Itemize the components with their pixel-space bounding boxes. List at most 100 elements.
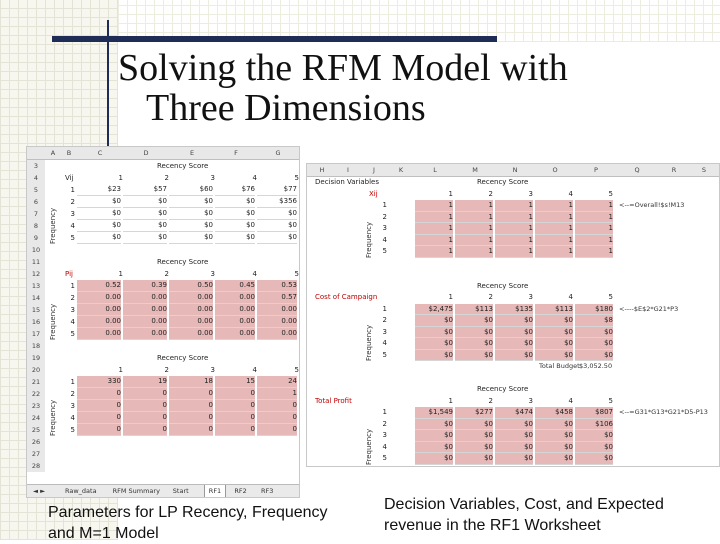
block2-cell: 0.53: [257, 280, 297, 292]
block2-cell: 0.00: [123, 304, 167, 316]
block3-cell: 1: [257, 388, 297, 400]
block3-col-label: 2: [164, 366, 169, 374]
decision-cell: 1: [575, 200, 613, 212]
block3-col-label: 1: [118, 366, 123, 374]
block1-col-label: 4: [252, 174, 257, 182]
block1-row-label: 1: [70, 186, 75, 194]
cost-cell: $0: [455, 315, 493, 327]
block2-col-label: 2: [164, 270, 169, 278]
block1-corner-label: Vij: [65, 174, 74, 182]
block1-cell: $0: [77, 232, 121, 244]
profit-cell: $0: [575, 441, 613, 453]
decision-cell: 1: [535, 234, 573, 246]
block1-axis-label: Frequency: [49, 207, 57, 244]
cost-cell: $0: [535, 326, 573, 338]
profit-cell: $0: [415, 441, 453, 453]
row-number: 26: [27, 436, 45, 448]
block2-row-label: 3: [70, 306, 75, 314]
caption-left: Parameters for LP Recency, Frequency and…: [48, 504, 328, 542]
profit-cell: $0: [495, 453, 533, 465]
column-header-N: N: [512, 166, 518, 174]
row-number: 20: [27, 364, 45, 376]
profit-row-label: 3: [382, 431, 387, 439]
profit-col-label: 3: [528, 396, 533, 405]
cost-cell: $0: [495, 326, 533, 338]
block2-cell: 0.39: [123, 280, 167, 292]
block1-cell: $0: [215, 220, 255, 232]
block3-cell: 0: [77, 400, 121, 412]
decision-header-label: Recency Score: [477, 178, 529, 186]
block3-cell: 0: [169, 412, 213, 424]
decision-col-label: 2: [488, 189, 493, 198]
block2-cell: 0.00: [123, 292, 167, 304]
profit-cell: $0: [415, 430, 453, 442]
block3-cell: 0: [77, 388, 121, 400]
cost-cell: $0: [455, 326, 493, 338]
profit-cell: $807: [575, 407, 613, 419]
profit-row-label: 1: [382, 408, 387, 416]
sheet-tab[interactable]: RF2: [234, 487, 247, 495]
block3-col-label: 3: [210, 366, 215, 374]
block3-col-label: 5: [294, 366, 299, 374]
block2-cell: 0.00: [77, 328, 121, 340]
block1-cell: $0: [169, 232, 213, 244]
decision-axis-label: Frequency: [365, 221, 373, 258]
block3-cell: 0: [77, 424, 121, 436]
block1-cell: $0: [257, 232, 297, 244]
sheet-tab[interactable]: RF3: [261, 487, 274, 495]
decision-row-label: 4: [382, 235, 387, 244]
block2-cell: 0.57: [257, 292, 297, 304]
block1-header-label: Recency Score: [157, 162, 209, 170]
total-budget-label: Total Budget: [539, 362, 580, 370]
row-number: 3: [27, 160, 45, 172]
cost-cell: $0: [535, 338, 573, 350]
cost-cell: $0: [415, 315, 453, 327]
block2-cell: 0.00: [77, 304, 121, 316]
slide-title: Solving the RFM Model with Three Dimensi…: [118, 48, 678, 128]
profit-cell: $0: [455, 418, 493, 430]
profit-axis-label: Frequency: [365, 428, 373, 465]
row-number: 5: [27, 184, 45, 196]
row-number: 27: [27, 448, 45, 460]
decision-col-label: 5: [608, 189, 613, 198]
sheet-tab[interactable]: RFM Summary: [112, 487, 160, 495]
decision-col-label: 1: [448, 189, 453, 198]
column-header-O: O: [552, 166, 558, 174]
block2-cell: 0.00: [169, 292, 213, 304]
decision-cell: 1: [575, 234, 613, 246]
block3-cell: 0: [123, 388, 167, 400]
block1-row-label: 2: [70, 198, 75, 206]
sheet-tab[interactable]: Start: [172, 487, 189, 495]
block2-corner-label: Pij: [65, 270, 73, 278]
row-number: 8: [27, 220, 45, 232]
profit-cell: $0: [455, 430, 493, 442]
sheet-tab[interactable]: Raw_data: [65, 487, 97, 495]
decision-cell: 1: [455, 234, 493, 246]
block1-cell: $23: [77, 184, 121, 196]
total-budget-value: $3,052.50: [579, 362, 613, 370]
block1-cell: $0: [123, 232, 167, 244]
block2-cell: 0.00: [169, 304, 213, 316]
block3-row-label: 1: [70, 378, 75, 386]
decision-note: <--=Overall!$s!M13: [619, 201, 685, 209]
decision-cell: 1: [415, 223, 453, 235]
profit-cell: $0: [495, 441, 533, 453]
profit-cell: $0: [575, 453, 613, 465]
block3-cell: 0: [123, 412, 167, 424]
column-header-L: L: [433, 166, 437, 174]
block2-cell: 0.00: [215, 316, 255, 328]
decision-row-label: 5: [382, 247, 387, 255]
decision-col-label: 3: [528, 189, 533, 198]
cost-cell: $0: [495, 315, 533, 327]
sheet-tab[interactable]: RF1: [203, 485, 227, 497]
block1-cell: $0: [257, 220, 297, 232]
cost-cell: $113: [455, 303, 493, 315]
block2-cell: 0.00: [77, 316, 121, 328]
block1-cell: $0: [77, 220, 121, 232]
profit-note: <--=G31*G13*G21*D5-P13: [619, 408, 708, 416]
block1-col-label: 3: [210, 174, 215, 182]
block2-cell: 0.00: [215, 304, 255, 316]
decision-title: Decision Variables: [315, 178, 380, 186]
block2-row-label: 4: [70, 318, 75, 326]
profit-title: Total Profit: [315, 396, 352, 405]
